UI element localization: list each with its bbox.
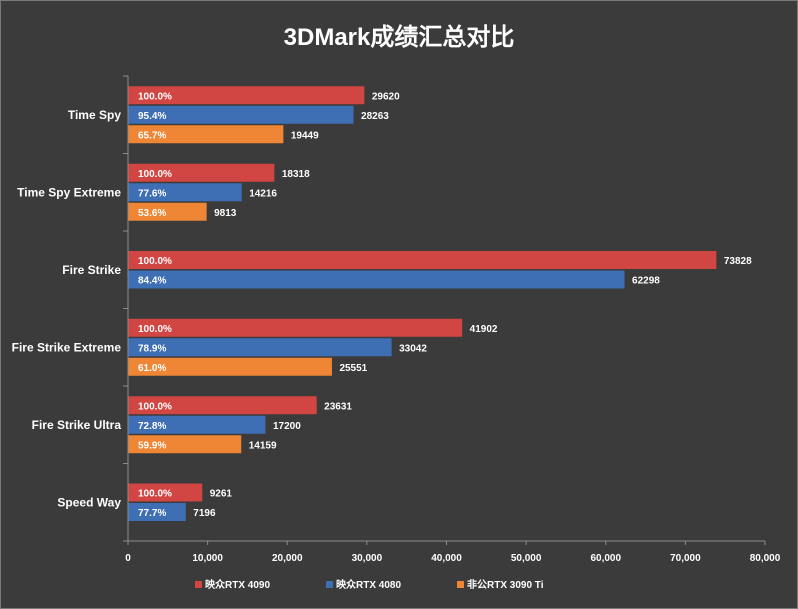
percent-label: 100.0% — [138, 324, 172, 335]
percent-label: 95.4% — [138, 111, 166, 122]
bar — [128, 415, 266, 434]
bar — [128, 163, 275, 182]
value-label: 41902 — [470, 324, 498, 335]
value-label: 28263 — [361, 111, 389, 122]
x-tick-label: 10,000 — [192, 553, 223, 564]
legend-swatch — [195, 581, 202, 588]
percent-label: 53.6% — [138, 208, 166, 219]
value-label: 73828 — [724, 256, 752, 267]
value-label: 14159 — [249, 440, 277, 451]
legend-label: 映众RTX 4090 — [205, 578, 270, 591]
percent-label: 77.6% — [138, 188, 166, 199]
bar — [128, 396, 317, 415]
percent-label: 100.0% — [138, 401, 172, 412]
bar — [128, 503, 186, 521]
percent-label: 78.9% — [138, 343, 166, 354]
percent-label: 84.4% — [138, 276, 166, 287]
category-label: Time Spy — [68, 108, 121, 122]
bar — [128, 183, 242, 202]
value-label: 23631 — [324, 401, 352, 412]
bar — [128, 338, 392, 357]
value-label: 62298 — [632, 276, 660, 287]
percent-label: 100.0% — [138, 169, 172, 180]
x-tick-label: 70,000 — [670, 553, 701, 564]
category-label: Fire Strike Extreme — [12, 340, 122, 354]
value-label: 25551 — [339, 363, 367, 374]
legend-swatch — [326, 581, 333, 588]
x-tick-label: 20,000 — [272, 553, 303, 564]
percent-label: 100.0% — [138, 256, 172, 267]
x-tick-label: 40,000 — [431, 553, 462, 564]
category-label: Speed Way — [57, 495, 121, 509]
bar — [128, 251, 717, 269]
legend-label: 映众RTX 4080 — [336, 578, 401, 591]
x-tick-label: 60,000 — [590, 553, 621, 564]
value-label: 7196 — [193, 508, 216, 519]
x-tick-label: 30,000 — [352, 553, 383, 564]
category-label: Fire Strike — [62, 263, 121, 277]
percent-label: 59.9% — [138, 440, 166, 451]
legend-swatch — [457, 581, 464, 588]
plot-area: Time Spy Time Spy Extreme Fire Strike Fire … — [12, 75, 781, 564]
bar — [128, 270, 625, 289]
percent-label: 100.0% — [138, 91, 172, 102]
percent-label: 61.0% — [138, 363, 166, 374]
value-label: 33042 — [399, 343, 427, 354]
value-label: 14216 — [249, 188, 277, 199]
bar — [128, 357, 332, 376]
value-label: 9813 — [214, 208, 237, 219]
x-tick-label: 50,000 — [511, 553, 542, 564]
value-label: 18318 — [282, 169, 310, 180]
bar — [128, 435, 242, 454]
legend-label: 非公RTX 3090 Ti — [467, 578, 544, 591]
x-tick-label: 80,000 — [750, 553, 781, 564]
category-label: Time Spy Extreme — [17, 185, 121, 199]
bar — [128, 202, 207, 221]
legend: 映众RTX 4090 映众RTX 4080 非公RTX 3090 Ti — [195, 578, 544, 591]
percent-label: 65.7% — [138, 130, 166, 141]
category-label: Fire Strike Ultra — [32, 418, 122, 432]
bar — [128, 125, 284, 144]
percent-label: 100.0% — [138, 489, 172, 500]
bar — [128, 318, 463, 337]
percent-label: 77.7% — [138, 508, 166, 519]
percent-label: 72.8% — [138, 421, 166, 432]
bar — [128, 86, 365, 105]
bar — [128, 483, 203, 502]
chart-title: 3DMark成绩汇总对比 — [284, 23, 515, 51]
value-label: 29620 — [372, 91, 400, 102]
x-tick-label: 0 — [125, 553, 131, 564]
bar — [128, 105, 354, 124]
value-label: 19449 — [291, 130, 319, 141]
value-label: 17200 — [273, 421, 301, 432]
value-label: 9261 — [210, 489, 233, 500]
